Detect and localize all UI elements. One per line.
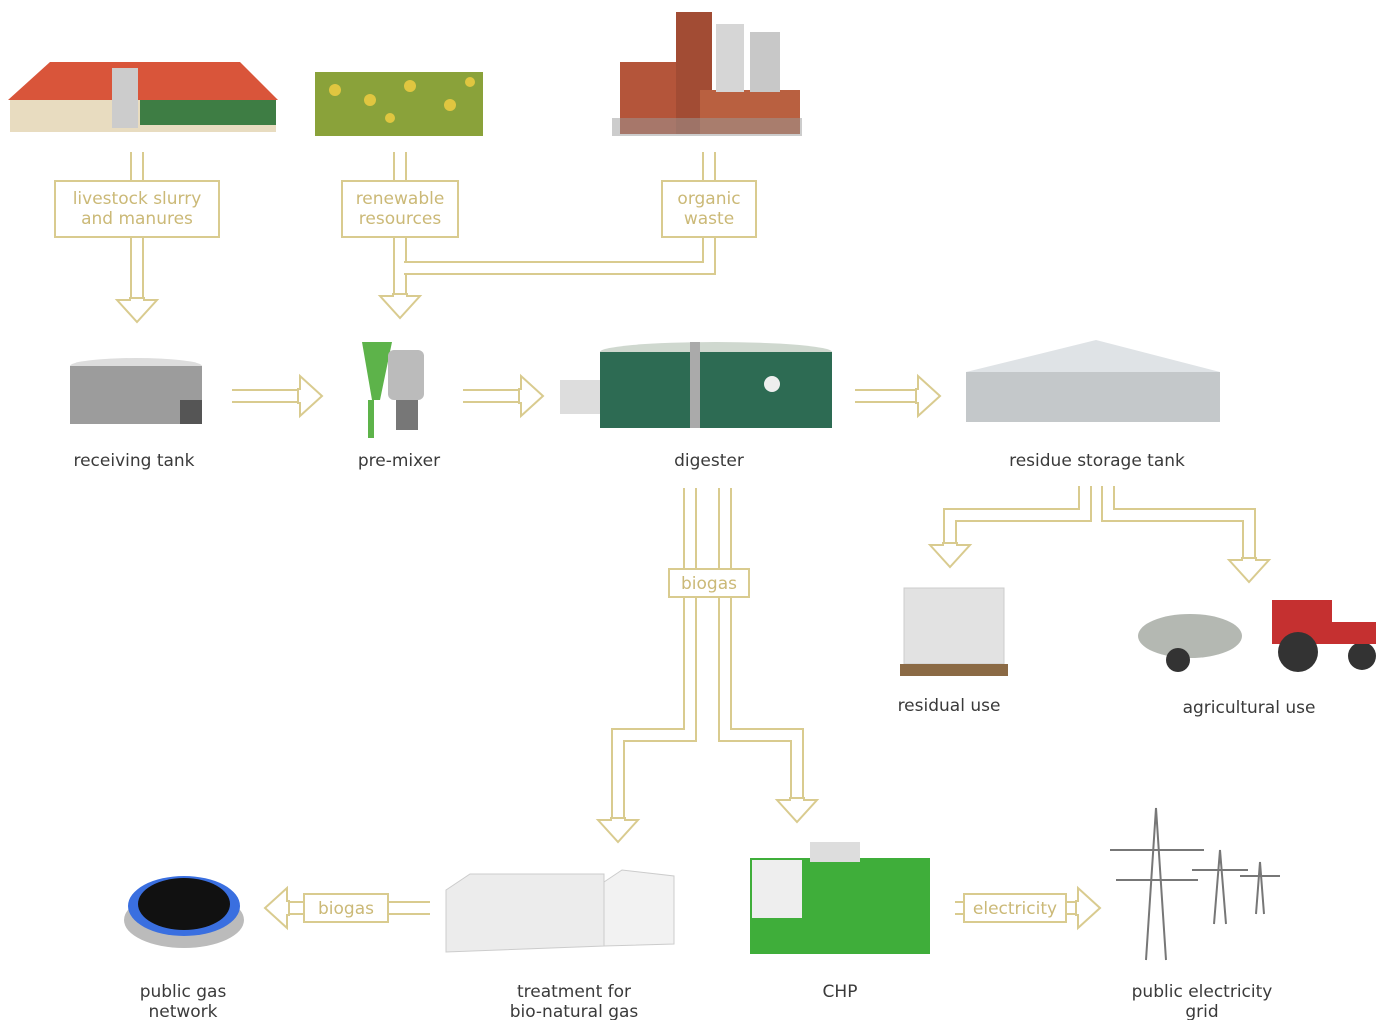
residue-storage-tank [966,340,1220,422]
barn [8,62,278,132]
pipe-inner [725,488,797,800]
node-label: public gas [140,982,227,1002]
pallet [900,588,1008,676]
source-label: livestock slurry [73,189,202,209]
source-label: resources [359,209,442,229]
arrow-head [777,798,817,822]
node-label: bio-natural gas [510,1002,639,1020]
arrow-head [117,298,157,322]
pylons [1110,808,1280,960]
node-label: agricultural use [1183,698,1316,718]
node-label: receiving tank [73,451,194,471]
arrow-head [519,376,543,416]
pre-mixer [362,342,424,438]
pipe-inner [618,488,690,820]
treatment-containers [446,870,674,952]
tractor [1138,600,1376,672]
gas-burner [124,876,244,948]
arrow-head [930,543,970,567]
receiving-tank [70,358,202,424]
arrow-head [1229,558,1269,582]
source-label: renewable [356,189,445,209]
pipe-outline [725,488,797,800]
pipe-inner [1108,486,1249,560]
source-label: organic [677,189,740,209]
flow-arrows [117,152,1269,928]
factory [612,12,802,136]
chp-unit [750,842,930,954]
node-label: digester [674,451,744,471]
arrow-head [1076,888,1100,928]
flow-label: electricity [973,899,1057,919]
page: livestock slurryand manures renewablereso… [0,0,1387,1020]
node-label: pre-mixer [358,451,440,471]
node-label: residue storage tank [1009,451,1185,471]
arrow-head [265,888,289,928]
pipe-outline [1108,486,1249,560]
node-label: network [148,1002,217,1020]
arrow-head [380,294,420,318]
flow-label: biogas [681,574,737,594]
node-label: treatment for [517,982,631,1002]
pipe-inner [404,235,709,268]
node-label: grid [1185,1002,1218,1020]
illustrations [8,12,1376,960]
source-label: waste [684,209,734,229]
flow-label: biogas [318,899,374,919]
arrow-head [598,818,638,842]
node-label: residual use [898,696,1001,716]
diagram: livestock slurryand manures renewablereso… [0,0,1387,1020]
crops [315,72,483,136]
node-label: public electricity [1132,982,1273,1002]
arrow-head [916,376,940,416]
source-label: and manures [81,209,193,229]
arrow-head [298,376,322,416]
pipe-inner [950,486,1085,545]
pipe-outline [618,488,690,820]
digester [560,342,832,428]
node-label: CHP [823,982,858,1002]
